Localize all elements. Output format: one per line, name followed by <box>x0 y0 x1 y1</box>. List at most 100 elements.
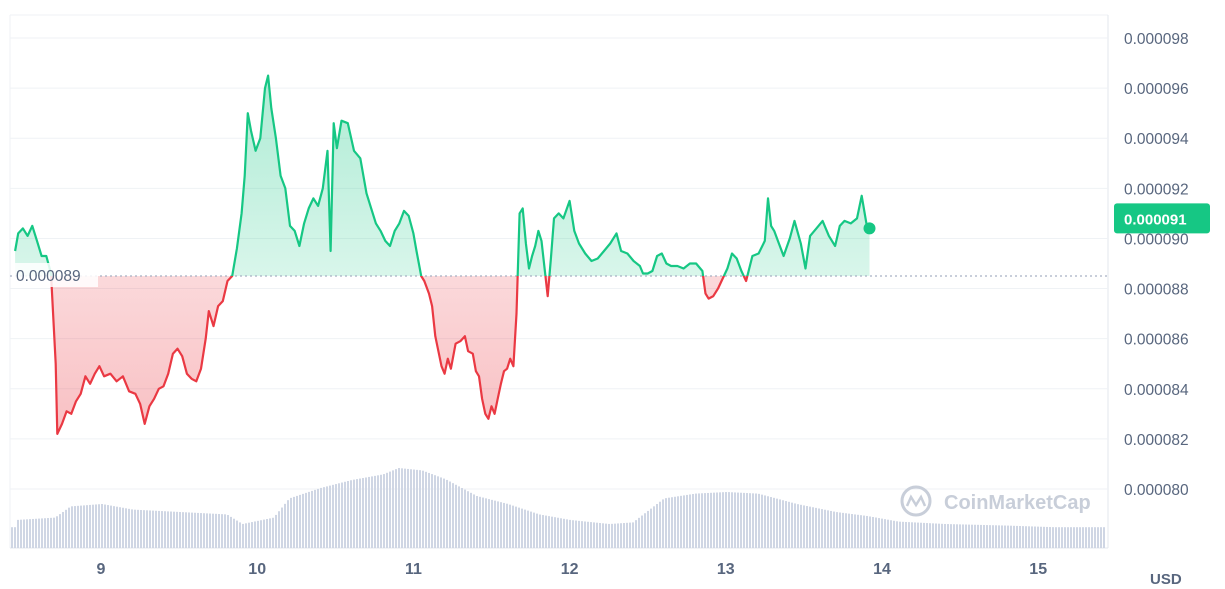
volume-bar <box>182 512 184 548</box>
y-tick-label: 0.000082 <box>1124 432 1189 449</box>
volume-bar <box>869 516 871 548</box>
volume-bar <box>515 506 517 548</box>
watermark-text: CoinMarketCap <box>944 492 1091 514</box>
volume-bar <box>101 504 103 548</box>
volume-bar <box>671 497 673 548</box>
volume-bar <box>1094 527 1096 548</box>
volume-bar <box>959 524 961 548</box>
volume-bar <box>248 522 250 548</box>
volume-bar <box>197 512 199 548</box>
volume-bar <box>494 500 496 548</box>
volume-bar <box>245 523 247 548</box>
volume-bar <box>935 523 937 548</box>
volume-bar <box>1097 527 1099 548</box>
volume-bar <box>176 511 178 548</box>
volume-bar <box>1052 527 1054 548</box>
volume-bar <box>1088 527 1090 548</box>
volume-bar <box>26 519 28 548</box>
volume-bar <box>1025 526 1027 548</box>
volume-bar <box>458 486 460 548</box>
volume-bar <box>989 525 991 548</box>
volume-bar <box>701 493 703 548</box>
volume-bar <box>683 495 685 548</box>
volume-bar <box>455 484 457 548</box>
volume-bar <box>158 510 160 548</box>
volume-bar <box>422 470 424 548</box>
volume-bar <box>200 513 202 548</box>
volume-bar <box>557 517 559 548</box>
volume-bar <box>209 513 211 548</box>
volume-bar <box>896 521 898 548</box>
volume-bar <box>836 512 838 548</box>
volume-bar <box>290 497 292 548</box>
volume-bar <box>587 521 589 548</box>
volume-bar <box>1031 526 1033 548</box>
volume-bar <box>113 506 115 548</box>
volume-bar <box>530 511 532 548</box>
volume-bar <box>125 508 127 548</box>
volume-bar <box>116 506 118 548</box>
volume-bar <box>650 508 652 548</box>
volume-bar <box>179 511 181 548</box>
volume-bar <box>899 521 901 548</box>
volume-bar <box>938 523 940 548</box>
x-tick-label: 14 <box>873 561 891 578</box>
volume-bar <box>110 505 112 548</box>
volume-bar <box>890 520 892 548</box>
volume-bar <box>827 510 829 548</box>
volume-bar <box>971 524 973 548</box>
volume-bar <box>605 523 607 548</box>
volume-bar <box>410 469 412 548</box>
volume-bar <box>566 519 568 548</box>
volume-bar <box>752 493 754 548</box>
volume-bar <box>845 513 847 548</box>
volume-bar <box>767 496 769 548</box>
volume-bar <box>140 509 142 548</box>
x-tick-label: 12 <box>561 561 579 578</box>
volume-bar <box>320 487 322 548</box>
volume-bar <box>536 513 538 548</box>
volume-bar <box>881 518 883 548</box>
volume-bar <box>1073 527 1075 548</box>
volume-bar <box>539 514 541 548</box>
volume-bar <box>722 492 724 548</box>
volume-bar <box>227 515 229 548</box>
volume-bar <box>593 522 595 548</box>
volume-bar <box>425 471 427 548</box>
volume-bar <box>215 513 217 548</box>
volume-bar <box>575 520 577 548</box>
volume-bar <box>779 499 781 548</box>
volume-bar <box>962 524 964 548</box>
volume-bar <box>866 515 868 548</box>
volume-bar <box>368 476 370 548</box>
volume-bar <box>788 501 790 548</box>
volume-bar <box>281 507 283 548</box>
volume-bar <box>371 476 373 548</box>
volume-bar <box>476 496 478 548</box>
volume-bar <box>317 488 319 548</box>
volume-bar <box>743 492 745 548</box>
volume-bar <box>992 525 994 548</box>
volume-bar <box>323 487 325 548</box>
volume-bar <box>131 509 133 548</box>
volume-bar <box>47 518 49 548</box>
volume-bar <box>791 502 793 548</box>
volume-bar <box>68 507 70 548</box>
volume-bar <box>719 492 721 548</box>
volume-bar <box>56 516 58 548</box>
volume-bar <box>332 484 334 548</box>
volume-bar <box>860 515 862 548</box>
volume-bar <box>926 523 928 548</box>
volume-bar <box>1007 525 1009 548</box>
volume-bar <box>857 514 859 548</box>
volume-bar <box>560 518 562 548</box>
volume-bar <box>764 495 766 548</box>
volume-bar <box>614 523 616 548</box>
volume-bar <box>965 524 967 548</box>
volume-bar <box>146 510 148 548</box>
volume-bar <box>167 511 169 548</box>
volume-bar <box>740 492 742 548</box>
x-tick-label: 10 <box>248 561 266 578</box>
volume-bar <box>329 485 331 548</box>
volume-bar <box>341 482 343 548</box>
